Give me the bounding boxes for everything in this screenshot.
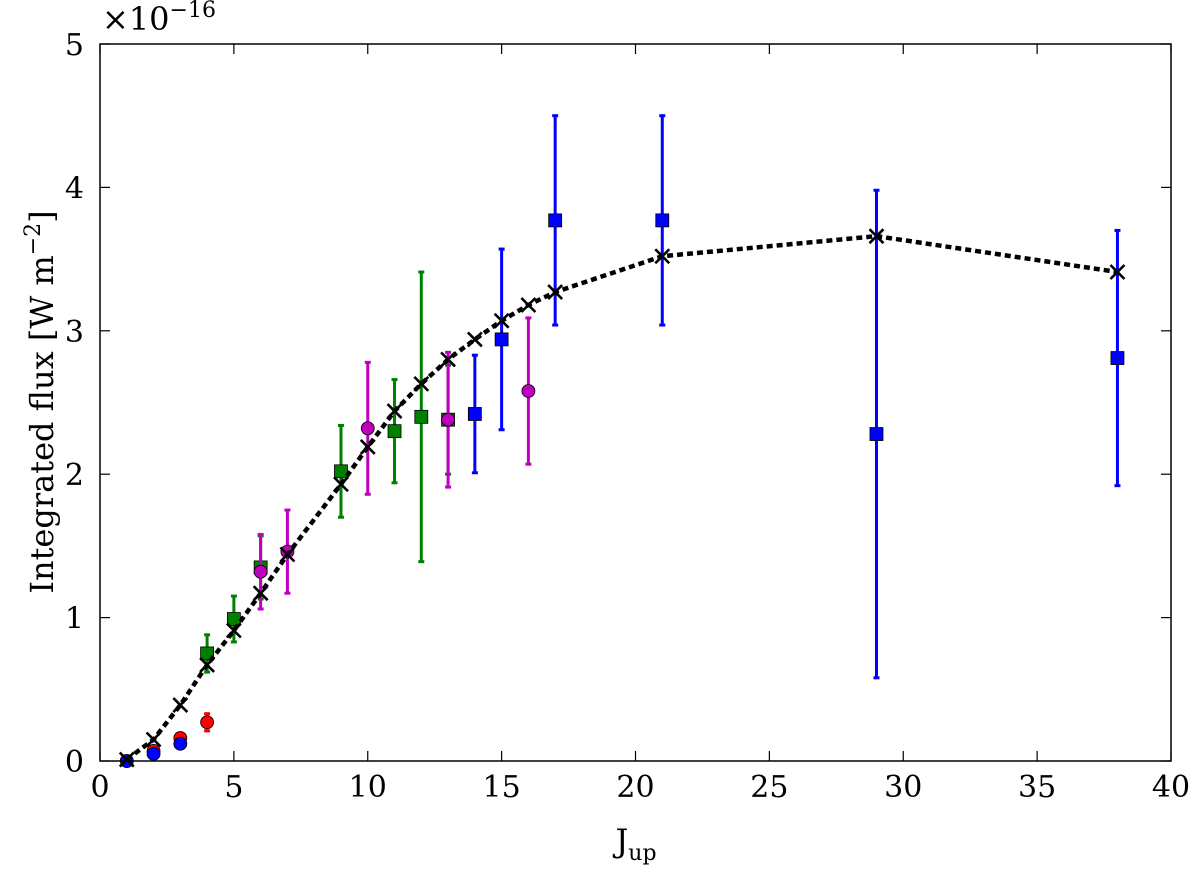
model-marker-stroke (199, 657, 216, 673)
data-point-square (869, 427, 884, 441)
model-point (145, 731, 162, 748)
x-tick-label: 30 (884, 770, 922, 805)
model-point (868, 228, 885, 245)
model-marker-stroke (386, 403, 403, 420)
model-marker-stroke (493, 312, 510, 329)
model-marker-stroke (333, 476, 349, 493)
model-point (225, 622, 242, 639)
y-axis-label: Integrated flux [W m−2] (21, 210, 61, 593)
model-marker-stroke (520, 297, 537, 313)
y-tick-label: 5 (65, 28, 84, 63)
model-marker-stroke (547, 284, 564, 301)
model-point (279, 546, 296, 563)
y-tick-label: 4 (65, 171, 84, 206)
plot-frame (99, 43, 1172, 762)
data-point-circle (521, 384, 536, 398)
data-point-circle (253, 564, 268, 579)
data-point-square (387, 424, 402, 439)
x-axis-label-main: J (612, 822, 628, 860)
data-point-square (655, 213, 670, 228)
model-point (359, 439, 376, 455)
x-tick-label: 15 (483, 770, 521, 805)
model-marker-stroke (118, 751, 135, 768)
data-point-circle (360, 421, 375, 436)
model-point (520, 297, 537, 313)
model-marker-stroke (172, 697, 189, 713)
model-point (547, 284, 564, 301)
y-multiplier-exponent: −16 (170, 0, 216, 23)
y-axis-label-sup: −2 (21, 223, 46, 255)
x-tick-label: 25 (750, 770, 788, 805)
data-point-square (414, 409, 429, 424)
x-tick-label: 20 (616, 770, 654, 805)
data-point-square (226, 612, 241, 626)
data-point-circle (146, 746, 161, 761)
y-axis-label-main: Integrated flux [W m (23, 255, 61, 593)
model-point (172, 697, 189, 713)
y-tick-label: 3 (65, 315, 84, 350)
model-point (386, 403, 403, 420)
y-axis-label-close: ] (23, 210, 61, 222)
x-tick-label: 5 (224, 770, 243, 805)
model-marker-stroke (145, 731, 162, 748)
x-tick-label: 0 (90, 770, 109, 805)
model-line (125, 233, 1118, 762)
y-tick-label: 2 (65, 458, 84, 493)
data-point-square (200, 646, 215, 661)
plot-marks (118, 114, 1126, 768)
data-point-circle (173, 736, 188, 751)
y-tick-label: 1 (65, 602, 84, 637)
model-point (413, 375, 430, 392)
data-point-circle (441, 412, 455, 427)
model-point (493, 312, 510, 329)
model-point (252, 585, 269, 602)
model-marker-stroke (359, 439, 376, 455)
model-marker-stroke (868, 228, 885, 245)
model-marker-stroke (1109, 264, 1126, 280)
model-point (333, 476, 349, 493)
x-tick-label: 40 (1152, 770, 1190, 805)
model-marker-stroke (654, 248, 671, 265)
model-point (199, 657, 216, 673)
data-point-square (467, 407, 482, 421)
model-point (118, 751, 135, 768)
y-tick-label: 0 (65, 745, 84, 780)
model-marker-stroke (279, 546, 296, 563)
data-point-square (548, 213, 563, 228)
y-multiplier-base: ×10 (102, 0, 170, 38)
model-point (654, 248, 671, 265)
model-marker-stroke (252, 585, 269, 602)
data-point-square (334, 464, 348, 479)
model-marker-stroke (440, 351, 456, 368)
model-marker-stroke (413, 375, 430, 392)
y-multiplier: ×10−16 (102, 0, 216, 38)
x-tick-label: 10 (349, 770, 387, 805)
model-point (1109, 264, 1126, 280)
model-point (466, 331, 483, 348)
data-point-square (494, 332, 509, 347)
axis-ticks: 0 5 10 15 20 25 30 35 40 0 1 2 3 4 5 (65, 28, 1190, 805)
model-marker-stroke (466, 331, 483, 348)
model-marker-stroke (225, 622, 242, 639)
data-point-square (1110, 351, 1125, 365)
x-axis-label: Jup (612, 822, 656, 866)
model-point (440, 351, 456, 368)
data-point-circle (200, 715, 215, 730)
x-tick-label: 35 (1018, 770, 1056, 805)
x-axis-label-sub: up (628, 841, 656, 866)
